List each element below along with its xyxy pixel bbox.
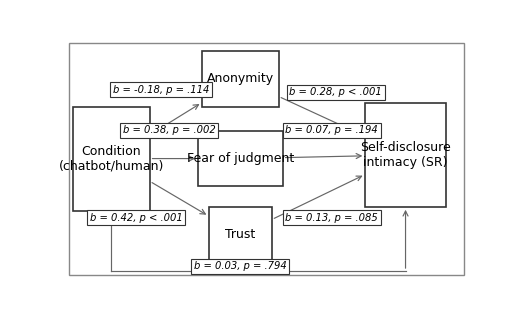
FancyBboxPatch shape xyxy=(209,207,272,263)
Text: b = 0.07, p = .194: b = 0.07, p = .194 xyxy=(285,125,378,135)
Text: b = 0.38, p = .002: b = 0.38, p = .002 xyxy=(123,125,215,135)
Text: b = 0.42, p < .001: b = 0.42, p < .001 xyxy=(90,213,183,223)
Text: Self-disclosure
intimacy (SR): Self-disclosure intimacy (SR) xyxy=(360,141,451,169)
Text: Condition
(chatbot/human): Condition (chatbot/human) xyxy=(59,144,164,173)
FancyBboxPatch shape xyxy=(198,131,283,187)
Text: b = 0.13, p = .085: b = 0.13, p = .085 xyxy=(285,213,378,223)
Text: Fear of judgment: Fear of judgment xyxy=(187,152,294,165)
Text: Anonymity: Anonymity xyxy=(207,72,274,85)
Text: b = 0.28, p < .001: b = 0.28, p < .001 xyxy=(290,87,382,97)
FancyBboxPatch shape xyxy=(73,106,150,211)
FancyBboxPatch shape xyxy=(365,103,446,207)
Text: b = -0.18, p = .114: b = -0.18, p = .114 xyxy=(113,85,209,95)
Text: Trust: Trust xyxy=(225,228,255,241)
Text: b = 0.03, p = .794: b = 0.03, p = .794 xyxy=(194,261,287,271)
FancyBboxPatch shape xyxy=(202,51,279,106)
